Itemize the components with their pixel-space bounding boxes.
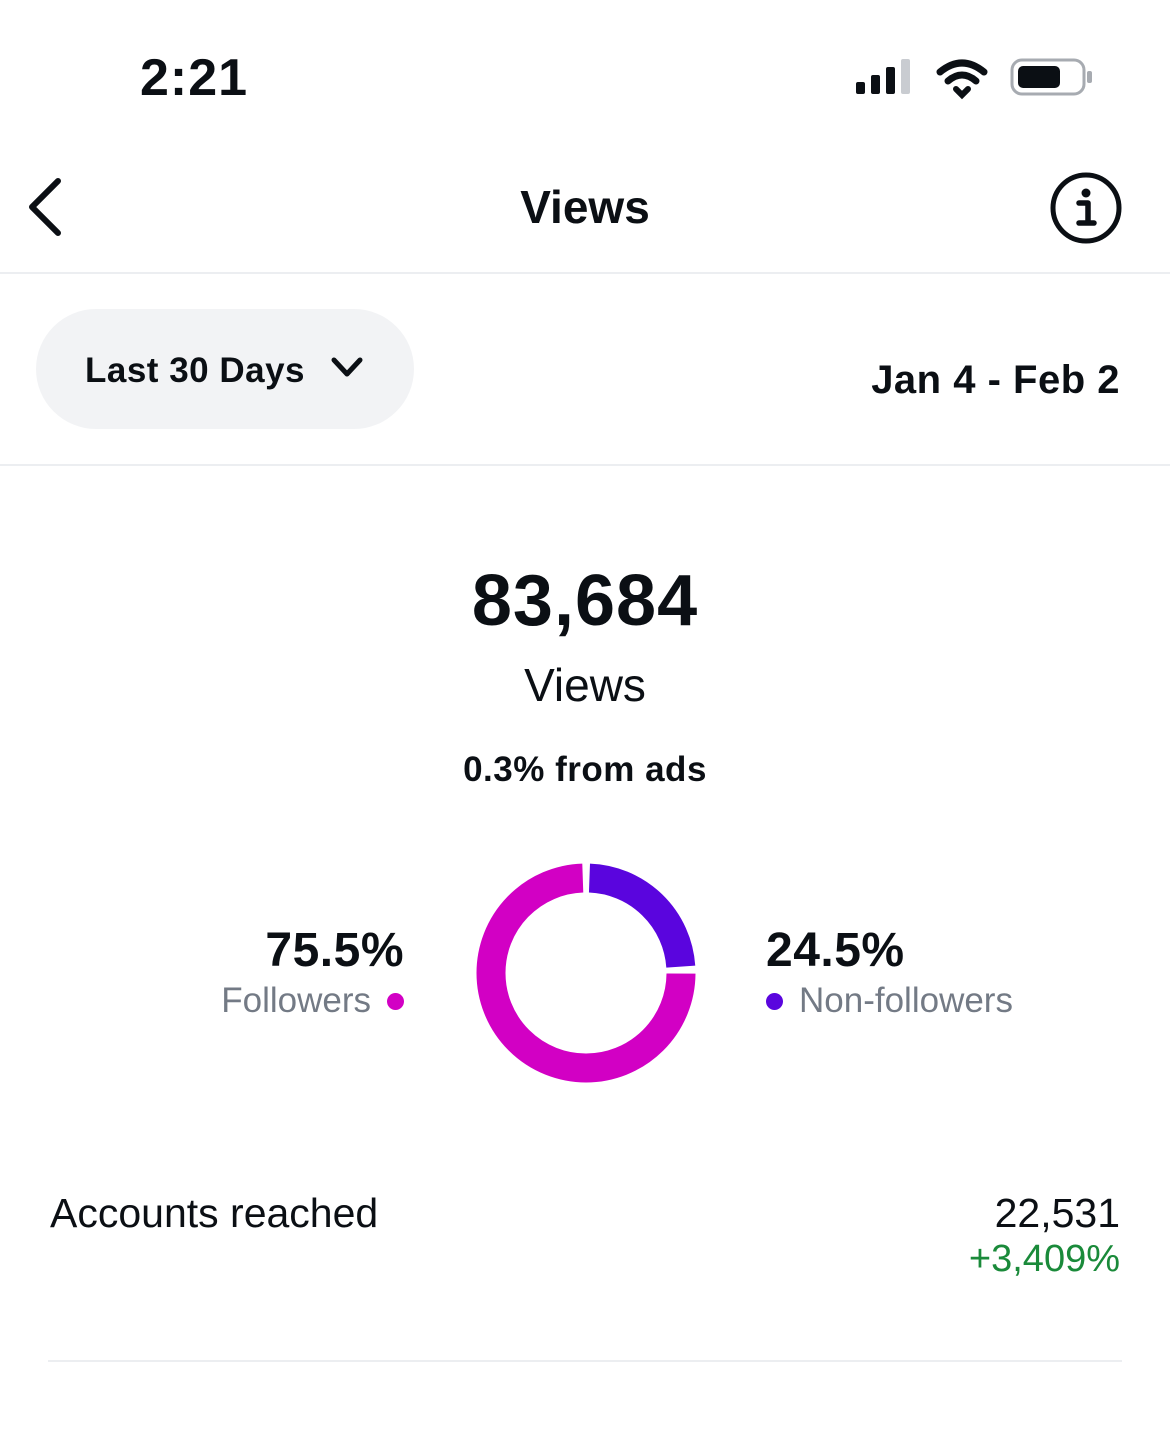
date-range-dropdown[interactable]: Last 30 Days <box>36 309 414 429</box>
header-divider <box>0 272 1170 274</box>
accounts-reached-change: +3,409% <box>968 1238 1120 1280</box>
back-button[interactable] <box>24 175 68 239</box>
non-followers-label: Non-followers <box>799 981 1013 1020</box>
accounts-reached-value: 22,531 <box>994 1190 1120 1236</box>
non-followers-color-dot <box>766 992 783 1010</box>
chevron-down-icon <box>331 357 363 377</box>
battery-icon <box>1010 58 1092 96</box>
followers-arc <box>476 863 696 1083</box>
date-range-dropdown-label: Last 30 Days <box>85 351 306 390</box>
cellular-signal-icon <box>856 59 910 94</box>
section-divider <box>48 1360 1122 1362</box>
date-range-text: Jan 4 - Feb 2 <box>871 358 1120 402</box>
chevron-left-icon <box>29 178 61 236</box>
filter-divider <box>0 464 1170 466</box>
info-button[interactable] <box>1048 170 1124 246</box>
views-breakdown-donut <box>476 863 696 1083</box>
non-followers-legend: 24.5% Non-followers <box>766 924 1013 1024</box>
info-icon <box>1050 172 1122 244</box>
followers-percent: 75.5% <box>265 924 404 977</box>
followers-color-dot <box>387 992 404 1010</box>
wifi-icon <box>936 59 988 100</box>
followers-label: Followers <box>221 981 371 1020</box>
page-title: Views <box>520 181 650 233</box>
ads-percentage-note: 0.3% from ads <box>463 750 707 789</box>
followers-legend: 75.5% Followers <box>221 924 404 1024</box>
total-views-value: 83,684 <box>471 561 699 641</box>
status-icons <box>856 58 1092 100</box>
total-views-label: Views <box>524 659 646 711</box>
accounts-reached-label: Accounts reached <box>50 1190 379 1236</box>
non-followers-percent: 24.5% <box>766 924 905 977</box>
status-time: 2:21 <box>140 49 249 107</box>
